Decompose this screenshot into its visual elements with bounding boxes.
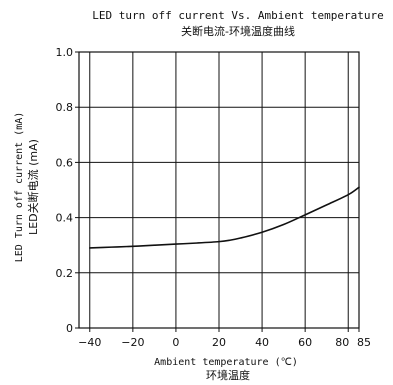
series-layer [88, 186, 360, 249]
grid [79, 51, 359, 329]
x-axis-label: Ambient temperature (℃) [154, 357, 298, 368]
x-tick-label: 40 [255, 336, 269, 349]
x-tick-label: 0 [172, 336, 179, 349]
y-tick-label: 0.8 [56, 101, 74, 114]
y-tick-label: 0.4 [56, 212, 74, 225]
chart-title: LED turn off current Vs. Ambient tempera… [92, 9, 383, 22]
x-tick-label: 60 [298, 336, 312, 349]
y-axis-label-cn: LED关断电流 (mA) [26, 139, 40, 235]
x-axis-label-cn: 环境温度 [206, 368, 250, 382]
x-tick-label: −40 [78, 336, 101, 349]
y-tick-label: 0.2 [56, 267, 74, 280]
y-tick-label: 0 [66, 322, 73, 335]
y-axis-label: LED Turn off current (mA) [14, 112, 25, 263]
x-tick-label: 85 [357, 336, 371, 349]
x-tick-label: 80 [335, 336, 349, 349]
x-tick-label: 20 [212, 336, 226, 349]
y-tick-label: 0.6 [56, 156, 74, 169]
x-tick-label: −20 [121, 336, 144, 349]
chart-subtitle: 关断电流-环境温度曲线 [181, 24, 295, 38]
series-line [88, 186, 360, 249]
tick-labels: 0 0.2 0.4 0.6 0.8 1.0 −40 −20 0 20 40 60 80 85 [56, 46, 372, 349]
y-tick-label: 1.0 [56, 46, 74, 59]
